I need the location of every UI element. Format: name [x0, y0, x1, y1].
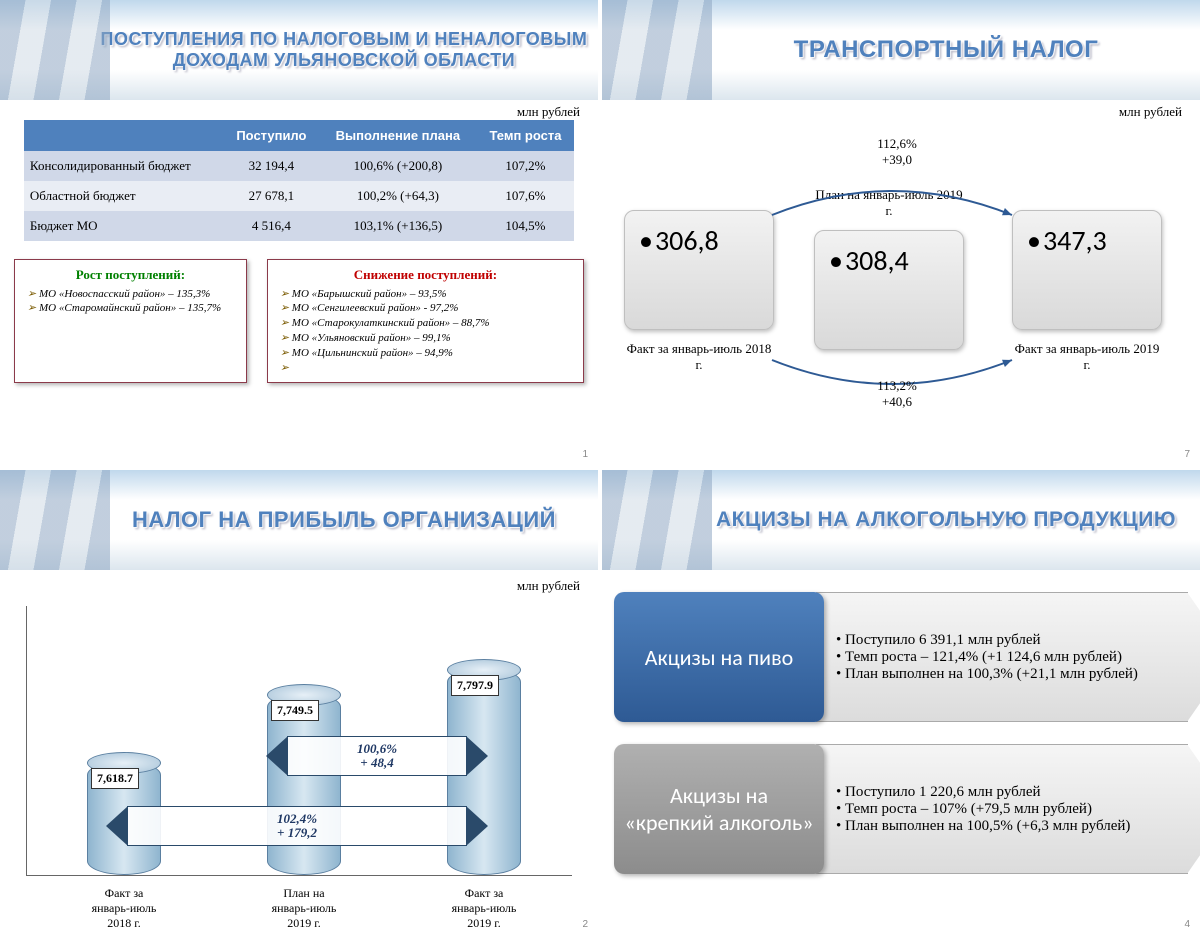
page-number: 7: [1184, 449, 1190, 460]
table-header: Поступило: [224, 120, 319, 151]
table-header: [24, 120, 224, 151]
bar-x-label: План наянварь-июль2019 г.: [234, 886, 374, 931]
change-arrow: 100,6%+ 48,4: [287, 736, 467, 776]
list-item: МО «Сенгилеевский район» - 97,2%: [280, 301, 573, 316]
slide-tax-revenue: ПОСТУПЛЕНИЯ ПО НАЛОГОВЫМ И НЕНАЛОГОВЫМ Д…: [0, 0, 598, 466]
list-item: Темп роста – 107% (+79,5 млн рублей): [836, 801, 1130, 818]
table-row: Бюджет МО4 516,4103,1% (+136,5)104,5%: [24, 211, 574, 241]
growth-box: Рост поступлений: МО «Новоспасский район…: [14, 259, 247, 383]
list-item: МО «Старомайнский район» – 135,7%: [27, 301, 236, 316]
page-number: 4: [1184, 919, 1190, 930]
change-arrow: 102,4%+ 179,2: [127, 806, 467, 846]
bar-value-label: 7,618.7: [91, 768, 139, 789]
list-item: Темп роста – 121,4% (+1 124,6 млн рублей…: [836, 649, 1138, 666]
slide-excise: АКЦИЗЫ НА АЛКОГОЛЬНУЮ ПРОДУКЦИЮ Акцизы н…: [602, 470, 1200, 936]
page-number: 1: [582, 449, 588, 460]
change-note: 113,2%+40,6: [852, 378, 942, 410]
banner: ТРАНСПОРТНЫЙ НАЛОГ: [602, 0, 1200, 100]
table-row: Областной бюджет27 678,1100,2% (+64,3)10…: [24, 181, 574, 211]
excise-row: Акцизы на «крепкий алкоголь»Поступило 1 …: [614, 744, 1188, 874]
table-header: Темп роста: [477, 120, 574, 151]
table-cell: 104,5%: [477, 211, 574, 241]
list-item: Поступило 1 220,6 млн рублей: [836, 784, 1130, 801]
table-cell: 100,2% (+64,3): [319, 181, 477, 211]
list-item: МО «Цильнинский район» – 94,9%: [280, 346, 573, 361]
bar-x-label: Факт заянварь-июль2019 г.: [414, 886, 554, 931]
change-note: 112,6%+39,0: [852, 136, 942, 168]
excise-arrow-body: Поступило 1 220,6 млн рублейТемп роста –…: [816, 744, 1188, 874]
decline-list: МО «Барышский район» – 93,5%МО «Сенгилее…: [278, 287, 573, 376]
growth-list: МО «Новоспасский район» – 135,3%МО «Стар…: [25, 287, 236, 317]
list-item: МО «Ульяновский район» – 99,1%: [280, 331, 573, 346]
list-item: МО «Старокулаткинский район» – 88,7%: [280, 316, 573, 331]
bar-value-label: 7,749.5: [271, 700, 319, 721]
table-cell: 27 678,1: [224, 181, 319, 211]
profit-bar-chart: 7,618.7Факт заянварь-июль2018 г.7,749.5П…: [26, 606, 572, 876]
slide-title: АКЦИЗЫ НА АЛКОГОЛЬНУЮ ПРОДУКЦИЮ: [716, 508, 1176, 532]
excise-tag: Акцизы на «крепкий алкоголь»: [614, 744, 824, 874]
decline-box: Снижение поступлений: МО «Барышский райо…: [267, 259, 584, 383]
banner: НАЛОГ НА ПРИБЫЛЬ ОРГАНИЗАЦИЙ: [0, 470, 598, 570]
table-cell: 103,1% (+136,5): [319, 211, 477, 241]
excise-arrow-body: Поступило 6 391,1 млн рублейТемп роста –…: [816, 592, 1188, 722]
unit-label: млн рублей: [517, 104, 580, 120]
list-item: МО «Барышский район» – 93,5%: [280, 287, 573, 302]
bar-x-label: Факт заянварь-июль2018 г.: [54, 886, 194, 931]
excise-bullets: Поступило 6 391,1 млн рублейТемп роста –…: [836, 632, 1138, 683]
table-cell: 4 516,4: [224, 211, 319, 241]
list-item: [280, 361, 573, 376]
list-item: МО «Новоспасский район» – 135,3%: [27, 287, 236, 302]
banner: ПОСТУПЛЕНИЯ ПО НАЛОГОВЫМ И НЕНАЛОГОВЫМ Д…: [0, 0, 598, 100]
excise-tag: Акцизы на пиво: [614, 592, 824, 722]
decline-title: Снижение поступлений:: [278, 266, 573, 284]
list-item: Поступило 6 391,1 млн рублей: [836, 632, 1138, 649]
slide-profit-tax: НАЛОГ НА ПРИБЫЛЬ ОРГАНИЗАЦИЙ млн рублей …: [0, 470, 598, 936]
list-item: План выполнен на 100,5% (+6,3 млн рублей…: [836, 818, 1130, 835]
table-header: Выполнение плана: [319, 120, 477, 151]
table-row: Консолидированный бюджет32 194,4100,6% (…: [24, 151, 574, 181]
arrow-label: 100,6%+ 48,4: [288, 737, 466, 775]
bar-value-label: 7,797.9: [451, 675, 499, 696]
list-item: План выполнен на 100,3% (+21,1 млн рубле…: [836, 666, 1138, 683]
excise-row: Акцизы на пивоПоступило 6 391,1 млн рубл…: [614, 592, 1188, 722]
growth-title: Рост поступлений:: [25, 266, 236, 284]
slide-title: ПОСТУПЛЕНИЯ ПО НАЛОГОВЫМ И НЕНАЛОГОВЫМ Д…: [100, 29, 588, 71]
slide-title: ТРАНСПОРТНЫЙ НАЛОГ: [794, 36, 1099, 64]
budget-table: ПоступилоВыполнение планаТемп роста Конс…: [24, 120, 574, 241]
table-cell: 32 194,4: [224, 151, 319, 181]
table-cell: 107,2%: [477, 151, 574, 181]
table-cell: 100,6% (+200,8): [319, 151, 477, 181]
table-cell: 107,6%: [477, 181, 574, 211]
slide-transport-tax: ТРАНСПОРТНЫЙ НАЛОГ млн рублей 306,8Факт …: [602, 0, 1200, 466]
page-number: 2: [582, 919, 588, 930]
table-cell: Консолидированный бюджет: [24, 151, 224, 181]
table-cell: Бюджет МО: [24, 211, 224, 241]
excise-bullets: Поступило 1 220,6 млн рублейТемп роста –…: [836, 784, 1130, 835]
table-cell: Областной бюджет: [24, 181, 224, 211]
banner: АКЦИЗЫ НА АЛКОГОЛЬНУЮ ПРОДУКЦИЮ: [602, 470, 1200, 570]
arrow-label: 102,4%+ 179,2: [128, 807, 466, 845]
slide-title: НАЛОГ НА ПРИБЫЛЬ ОРГАНИЗАЦИЙ: [132, 507, 556, 533]
